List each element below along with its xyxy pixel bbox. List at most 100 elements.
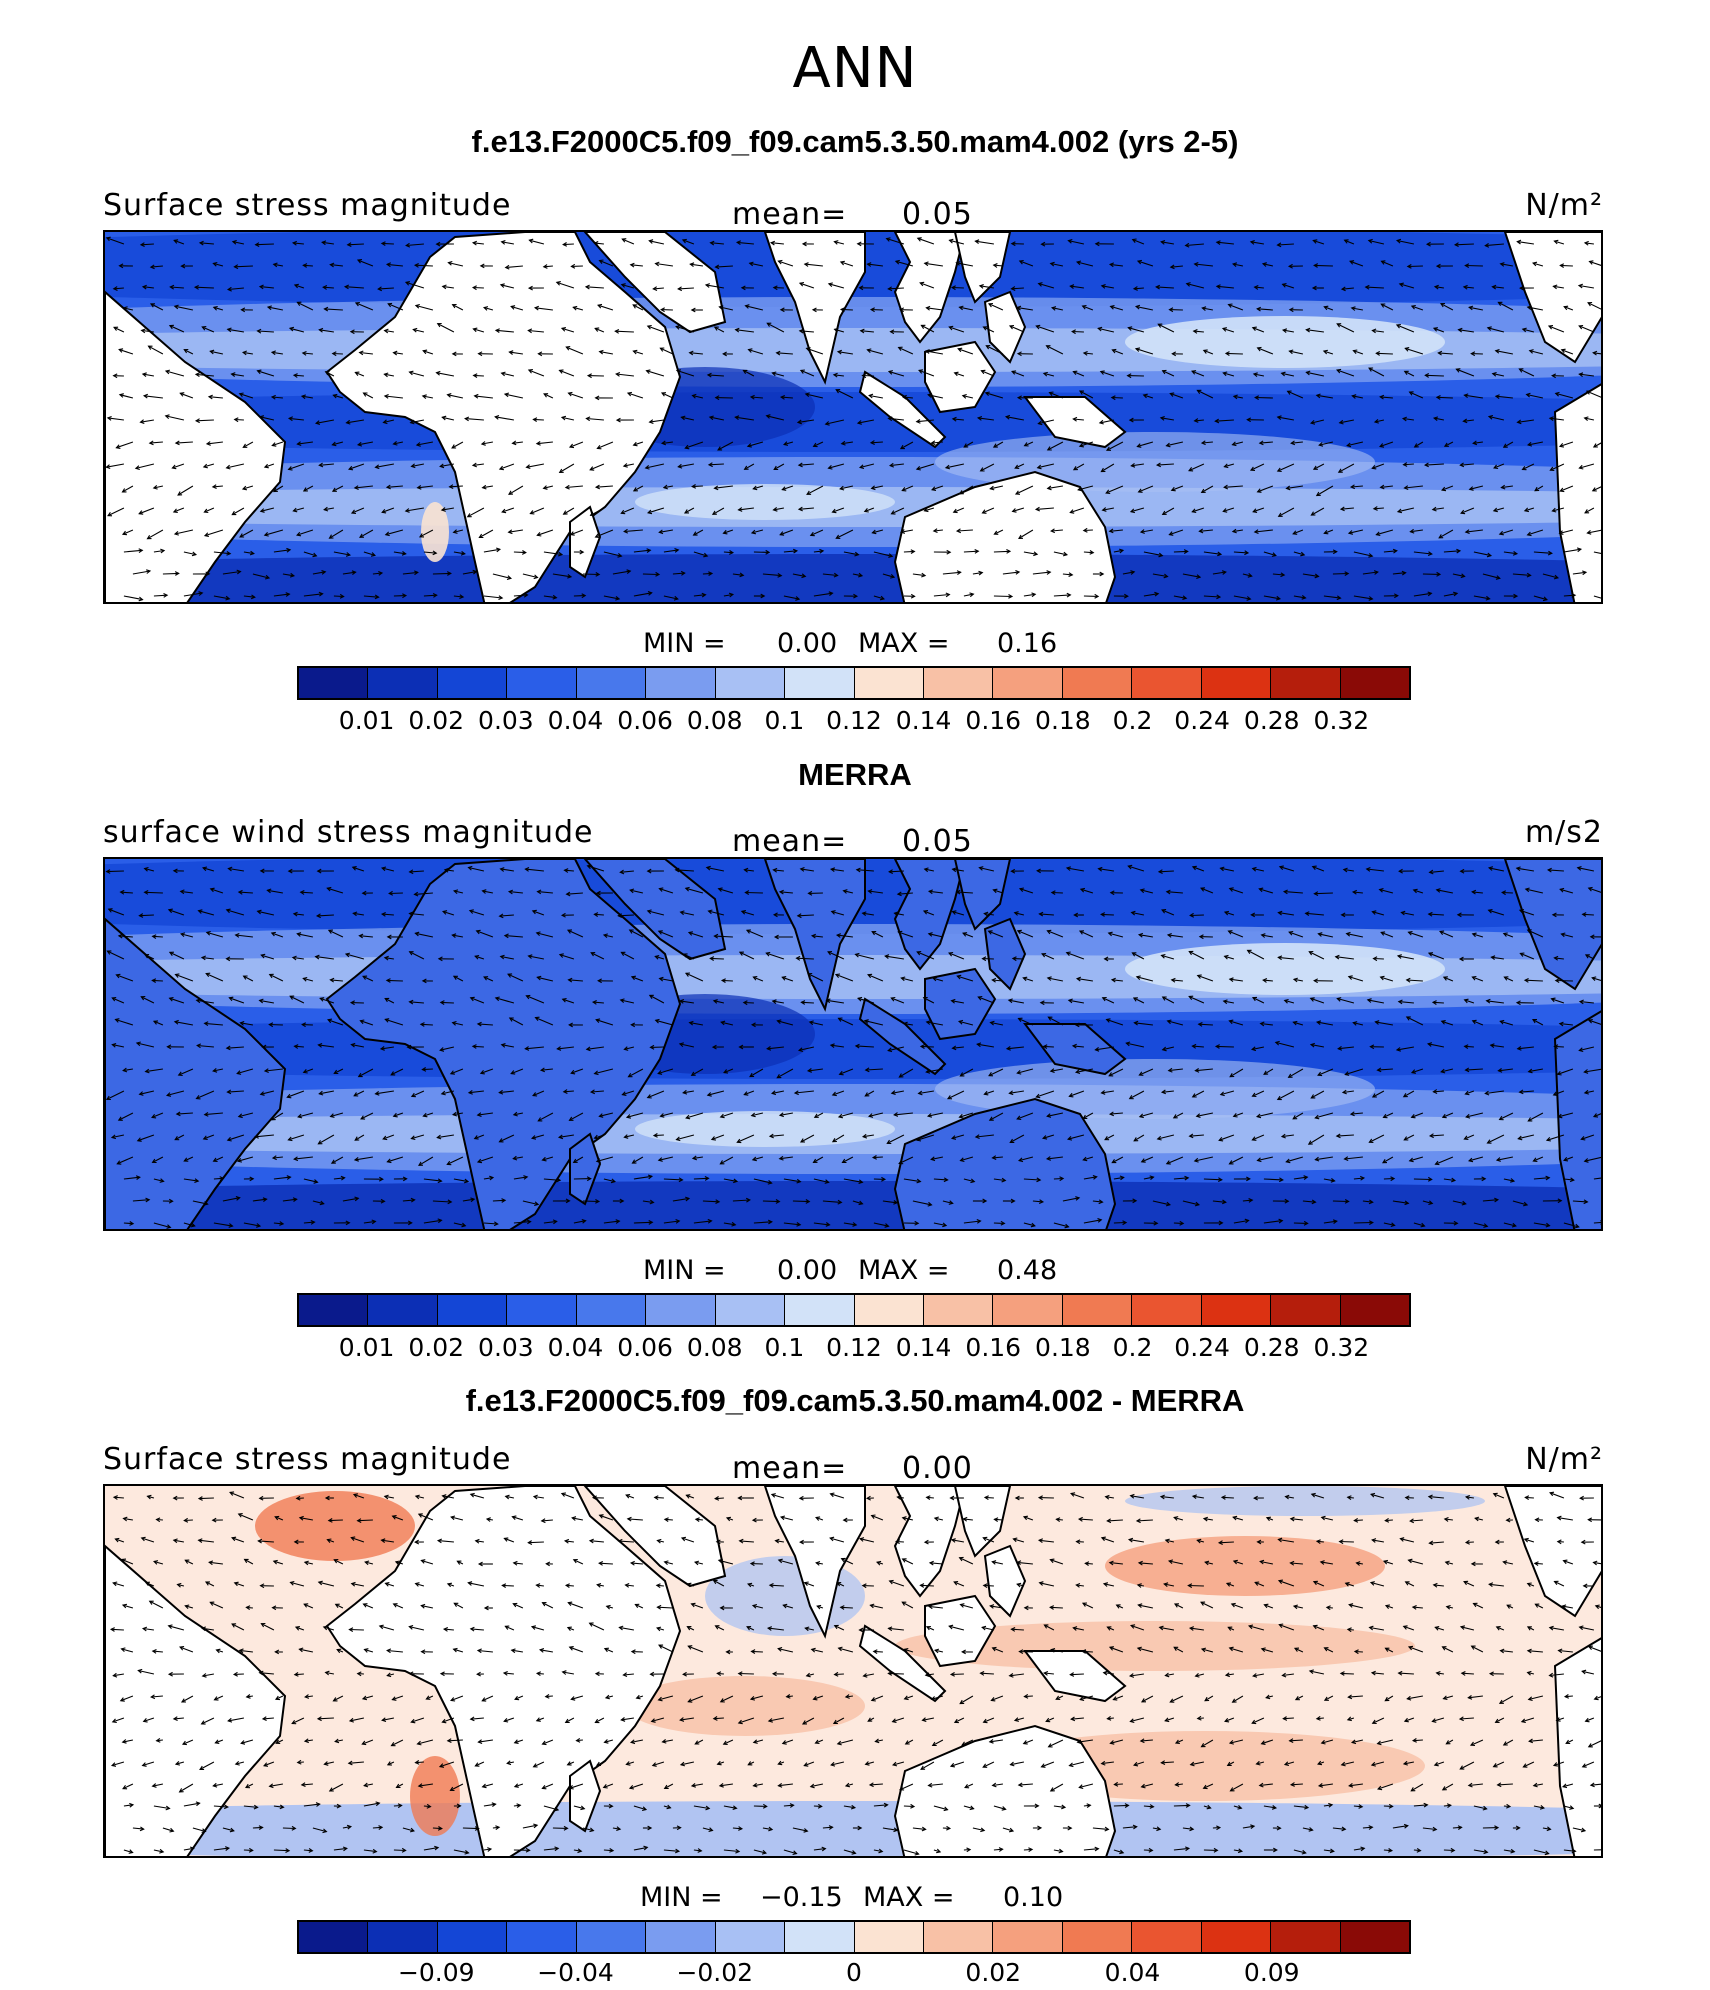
colorbar-swatch [993, 1295, 1062, 1325]
colorbar-tick-label: 0.18 [1035, 706, 1091, 735]
panel-2-max-value: 0.48 [997, 1255, 1057, 1286]
panel-2-min-label: MIN = [643, 1255, 726, 1286]
colorbar-swatch [368, 668, 437, 698]
colorbar-tick-label: 0 [846, 1958, 862, 1987]
colorbar-swatch [1132, 1295, 1201, 1325]
panel-1-map [103, 230, 1603, 604]
colorbar-tick-label: 0.24 [1174, 1333, 1230, 1362]
panel-3-max-value: 0.10 [1003, 1882, 1063, 1913]
panel-2-units: m/s2 [1525, 815, 1603, 850]
colorbar-swatch [785, 1295, 854, 1325]
panel-2-mean-value: 0.05 [902, 824, 973, 859]
colorbar-tick-label: 0.04 [548, 1333, 604, 1362]
field-patch [635, 1111, 895, 1147]
colorbar-swatch [1063, 1295, 1132, 1325]
panel-1-max-value: 0.16 [997, 628, 1057, 659]
panel-1-case-title: f.e13.F2000C5.f09_f09.cam5.3.50.mam4.002… [0, 124, 1710, 160]
colorbar-swatch [577, 1295, 646, 1325]
panel-3-mean-value: 0.00 [902, 1451, 973, 1486]
colorbar-swatch [855, 1922, 924, 1952]
colorbar-tick-label: 0.03 [478, 1333, 534, 1362]
colorbar-swatch [1063, 1922, 1132, 1952]
field-patch [1125, 943, 1445, 995]
colorbar-swatch [1271, 668, 1340, 698]
colorbar-swatch [924, 1922, 993, 1952]
colorbar-swatch [1202, 1922, 1271, 1952]
colorbar-tick-label: 0.01 [339, 1333, 395, 1362]
colorbar-swatch [716, 1922, 785, 1952]
colorbar-tick-label: 0.16 [965, 706, 1021, 735]
colorbar-tick-label: 0.06 [617, 706, 673, 735]
colorbar-tick-label: 0.01 [339, 706, 395, 735]
panel-1-variable-label: Surface stress magnitude [103, 188, 511, 223]
colorbar-tick-label: 0.04 [1105, 1958, 1161, 1987]
colorbar-tick-label: −0.04 [537, 1958, 614, 1987]
panel-3-units: N/m² [1525, 1442, 1603, 1477]
panel-3-map [103, 1484, 1603, 1858]
panel-3-max-label: MAX = [863, 1882, 954, 1913]
colorbar-tick-label: 0.02 [408, 1333, 464, 1362]
colorbar-tick-label: 0.32 [1314, 1333, 1370, 1362]
colorbar-swatch [993, 1922, 1062, 1952]
colorbar-swatch [1341, 668, 1409, 698]
colorbar-swatch [1132, 668, 1201, 698]
colorbar-tick-label: 0.2 [1113, 1333, 1153, 1362]
panel-3-colorbar [297, 1920, 1411, 1954]
field-band [105, 1801, 1603, 1858]
colorbar-tick-label: 0.08 [687, 1333, 743, 1362]
colorbar-swatch [646, 1295, 715, 1325]
colorbar-swatch [716, 1295, 785, 1325]
colorbar-swatch [924, 668, 993, 698]
field-band [105, 392, 1603, 452]
colorbar-tick-label: 0.18 [1035, 1333, 1091, 1362]
colorbar-swatch [368, 1295, 437, 1325]
colorbar-tick-label: 0.2 [1113, 706, 1153, 735]
colorbar-swatch [368, 1922, 437, 1952]
panel-3-case-title: f.e13.F2000C5.f09_f09.cam5.3.50.mam4.002… [0, 1383, 1710, 1419]
colorbar-tick-label: −0.09 [398, 1958, 475, 1987]
field-patch [255, 1491, 415, 1561]
colorbar-swatch [299, 668, 368, 698]
field-patch [1105, 1536, 1385, 1596]
main-title: ANN [0, 36, 1710, 101]
colorbar-swatch [299, 1295, 368, 1325]
colorbar-swatch [507, 668, 576, 698]
panel-1-max-label: MAX = [858, 628, 949, 659]
panel-2-min-value: 0.00 [777, 1255, 837, 1286]
panel-2-case-title: MERRA [0, 757, 1710, 793]
colorbar-swatch [577, 1922, 646, 1952]
panel-3-mean-label: mean= [732, 1451, 847, 1486]
colorbar-tick-label: 0.16 [965, 1333, 1021, 1362]
panel-2-colorbar [297, 1293, 1411, 1327]
colorbar-tick-label: −0.02 [676, 1958, 753, 1987]
panel-2-max-label: MAX = [858, 1255, 949, 1286]
colorbar-swatch [1271, 1922, 1340, 1952]
colorbar-tick-label: 0.1 [764, 1333, 804, 1362]
colorbar-tick-label: 0.14 [896, 1333, 952, 1362]
panel-2-mean-label: mean= [732, 824, 847, 859]
colorbar-swatch [507, 1295, 576, 1325]
colorbar-swatch [716, 668, 785, 698]
colorbar-tick-label: 0.08 [687, 706, 743, 735]
panel-2-map [103, 857, 1603, 1231]
panel-3-colorbar-ticks: −0.09 −0.04 −0.02 0 0.02 0.04 0.09 [297, 1958, 1411, 1990]
panel-1-units: N/m² [1525, 188, 1603, 223]
colorbar-swatch [438, 668, 507, 698]
colorbar-swatch [438, 1922, 507, 1952]
field-patch [635, 484, 895, 520]
colorbar-tick-label: 0.09 [1244, 1958, 1300, 1987]
colorbar-tick-label: 0.02 [965, 1958, 1021, 1987]
colorbar-swatch [855, 1295, 924, 1325]
panel-3-min-value: −0.15 [760, 1882, 843, 1913]
colorbar-swatch [785, 668, 854, 698]
colorbar-tick-label: 0.03 [478, 706, 534, 735]
colorbar-swatch [507, 1922, 576, 1952]
colorbar-swatch [1341, 1922, 1409, 1952]
colorbar-swatch [299, 1922, 368, 1952]
colorbar-tick-label: 0.32 [1314, 706, 1370, 735]
colorbar-swatch [1271, 1295, 1340, 1325]
colorbar-swatch [646, 1922, 715, 1952]
colorbar-swatch [1132, 1922, 1201, 1952]
colorbar-tick-label: 0.12 [826, 706, 882, 735]
